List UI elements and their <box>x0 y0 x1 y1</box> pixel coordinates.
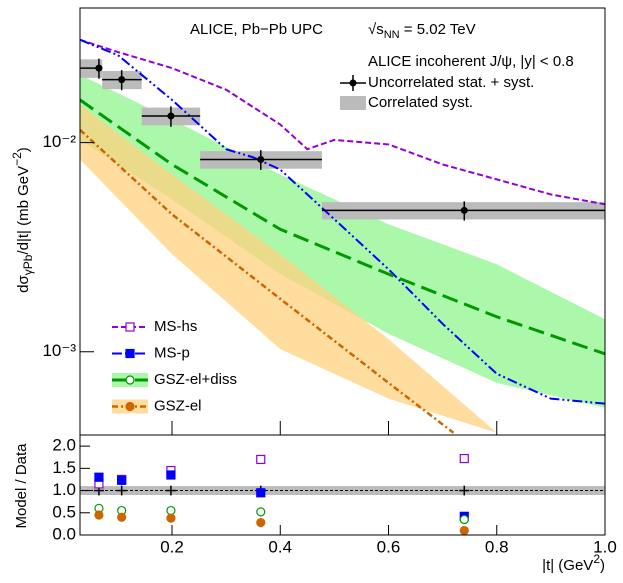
x-tick-label: 0.2 <box>160 537 184 556</box>
marker <box>94 472 104 482</box>
ylabel-part: ) <box>15 147 32 152</box>
ylabel-part: /d|t| (mb GeV <box>15 166 32 255</box>
data-point <box>257 156 265 164</box>
marker <box>94 510 104 520</box>
xlabel-part: |t| (GeV <box>542 557 593 574</box>
data-point <box>95 64 103 72</box>
energy-sub: NN <box>384 29 400 41</box>
legend-label: Uncorrelated stat. + syst. <box>368 74 534 91</box>
marker <box>256 488 266 498</box>
energy-symbol: √s <box>368 21 384 38</box>
legend-label: Correlated syst. <box>368 94 473 111</box>
data-point <box>460 206 468 214</box>
x-axis-label: |t| (GeV2) <box>542 552 605 574</box>
x-tick-label: 0.8 <box>485 537 509 556</box>
marker <box>125 375 135 385</box>
model-band <box>80 104 497 433</box>
y-tick-label: 2.0 <box>52 436 76 455</box>
model-line <box>80 128 455 434</box>
x-tick-label: 0.4 <box>268 537 292 556</box>
data-point <box>118 76 126 84</box>
marker <box>117 512 127 522</box>
x-tick-label: 1.0 <box>593 537 617 556</box>
legend-label: MS-p <box>154 344 190 361</box>
y-tick-label: 0.0 <box>52 524 76 543</box>
legend-marker <box>349 79 357 87</box>
model-line <box>80 38 605 206</box>
legend-header: ALICE incoherent J/ψ, |y| < 0.8 <box>368 53 574 70</box>
y-axis-label: dσγPb/d|t| (mb GeV−2) <box>10 147 35 293</box>
ylabel-part: dσ <box>15 274 32 292</box>
marker <box>125 401 135 412</box>
marker <box>256 517 266 528</box>
xlabel-part: ) <box>600 557 605 574</box>
marker <box>459 453 469 464</box>
energy-value: = 5.02 TeV <box>400 21 476 38</box>
energy: √sNN = 5.02 TeV <box>368 21 476 41</box>
y-tick-label: 0.5 <box>52 502 76 521</box>
marker <box>125 322 135 332</box>
ylabel-sub: γPb <box>21 254 35 275</box>
model-line <box>80 38 605 405</box>
y-tick-label: 1.5 <box>52 458 76 477</box>
marker <box>166 505 176 516</box>
marker <box>256 454 266 465</box>
xlabel-sup: 2 <box>593 552 600 566</box>
y-tick-label: 1.0 <box>52 480 76 499</box>
y-tick-label: 10⁻² <box>42 132 76 151</box>
frame <box>79 434 606 536</box>
marker <box>166 470 176 480</box>
legend-label: MS-hs <box>154 318 197 335</box>
marker <box>256 507 266 517</box>
y-tick-label: 10⁻³ <box>42 341 76 360</box>
ylabel-sup: −2 <box>10 152 24 166</box>
legend-swatch <box>340 96 366 110</box>
legend-label: GSZ-el <box>154 397 202 414</box>
model-line <box>80 98 605 356</box>
marker <box>459 514 469 525</box>
marker <box>459 525 469 535</box>
marker <box>166 513 176 523</box>
marker <box>117 475 127 485</box>
ratio-y-label: Model / Data <box>13 443 30 529</box>
title: ALICE, Pb−Pb UPC <box>190 21 323 38</box>
legend-label: GSZ-el+diss <box>154 371 237 388</box>
x-tick-label: 0.6 <box>377 537 401 556</box>
data-point <box>167 112 175 120</box>
marker <box>125 348 135 359</box>
